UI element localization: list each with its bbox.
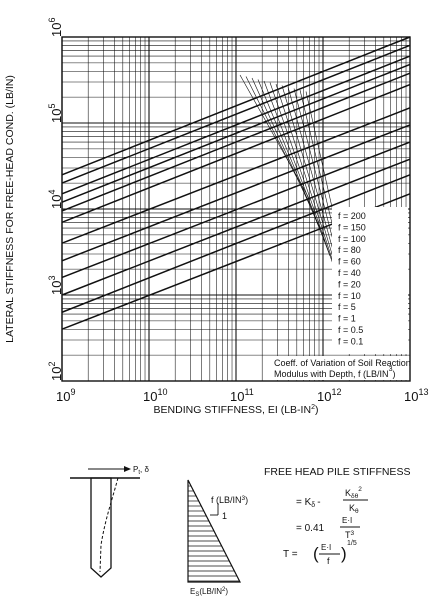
legend-box — [332, 207, 408, 354]
series-line — [61, 141, 411, 279]
legend-entry: f = 150 — [338, 222, 366, 232]
formula-3-paren-open: ( — [313, 544, 319, 563]
legend-entry: f = 20 — [338, 279, 361, 289]
y-tick-labels: 102 103 104 105 106 — [47, 18, 64, 381]
es-label: ES(LB/IN2) — [190, 587, 228, 598]
formula-3-den: f — [327, 556, 330, 566]
formula-2-den: T3 — [345, 530, 355, 540]
load-arrowhead — [124, 466, 131, 472]
formula-1-num: Kδθ2 — [345, 486, 362, 500]
legend-entry: f = 40 — [338, 268, 361, 278]
x-tick-label: 1011 — [230, 387, 254, 404]
legend-entry: f = 1 — [338, 314, 356, 324]
f-cross-line — [257, 79, 326, 243]
note-line-1: Coeff. of Variation of Soil Reaction — [274, 358, 411, 368]
x-axis-label: BENDING STIFFNESS, EI (LB-IN2) — [154, 404, 319, 416]
plot-area — [61, 36, 411, 382]
soil-f-label: f (LB/IN3) — [211, 495, 248, 505]
legend-entry: f = 200 — [338, 211, 366, 221]
f-cross-line — [263, 80, 331, 257]
legend-entry: f = 60 — [338, 257, 361, 267]
note-box — [268, 356, 408, 380]
formula-3-num: E·I — [321, 543, 331, 552]
formula-3-exp: 1/5 — [347, 540, 357, 547]
series-line — [61, 36, 411, 176]
series-line — [61, 107, 411, 244]
pile-body — [90, 477, 112, 578]
pile-diagram: Pt, δ — [70, 465, 149, 578]
legend-entry: f = 80 — [338, 245, 361, 255]
note-line-2: Modulus with Depth, f (LB/IN3) — [274, 366, 395, 380]
y-axis-label: LATERAL STIFFNESS FOR FREE-HEAD COND. (L… — [4, 75, 16, 343]
legend-entry: f = 5 — [338, 302, 356, 312]
f-cross-line — [239, 74, 311, 201]
formula-1-den: Kθ — [349, 503, 359, 515]
f-cross-line — [269, 82, 336, 271]
x-tick-label: 1012 — [317, 387, 341, 404]
slope-label: 1 — [222, 511, 227, 521]
formula-title: FREE HEAD PILE STIFFNESS — [264, 466, 410, 478]
legend-entry: f = 100 — [338, 234, 366, 244]
series-line — [61, 72, 411, 212]
series-line — [61, 63, 411, 203]
triangle-hatching — [188, 485, 240, 582]
y-tick-label: 104 — [47, 190, 64, 209]
load-label: Pt, δ — [133, 465, 149, 476]
f-cross-line — [275, 83, 341, 285]
series-line — [61, 55, 411, 195]
series-line — [61, 174, 411, 313]
legend-entry: f = 0.5 — [338, 325, 363, 335]
x-tick-label: 1013 — [404, 387, 428, 404]
soil-modulus-diagram: f (LB/IN3) 1 ES(LB/IN2) — [187, 479, 248, 598]
x-tick-labels: 109 1010 1011 1012 1013 — [56, 387, 428, 404]
formula-3-lhs: T = — [283, 549, 298, 560]
formula-3-paren-close: ) — [341, 544, 347, 563]
formula-2-coef: = 0.41 — [296, 523, 325, 534]
formula-2-num: E·I — [342, 516, 352, 525]
series-line — [61, 83, 411, 224]
legend-entry: f = 0.1 — [338, 336, 363, 346]
series-line — [61, 124, 411, 262]
deflected-shape — [99, 477, 119, 573]
x-tick-label: 109 — [56, 387, 75, 404]
x-tick-label: 1010 — [143, 387, 167, 404]
series-line — [61, 158, 411, 296]
series-lines — [61, 36, 411, 330]
y-tick-label: 103 — [47, 276, 64, 295]
y-tick-label: 106 — [47, 18, 64, 37]
gridlines — [61, 37, 410, 382]
series-line — [61, 44, 411, 184]
y-tick-label: 105 — [47, 104, 64, 123]
legend-entry: f = 10 — [338, 291, 361, 301]
formula-block: FREE HEAD PILE STIFFNESS = Kδ - Kδθ2 Kθ =… — [264, 466, 410, 566]
formula-1-lhs: = Kδ - — [296, 497, 321, 509]
y-tick-label: 102 — [47, 362, 64, 381]
